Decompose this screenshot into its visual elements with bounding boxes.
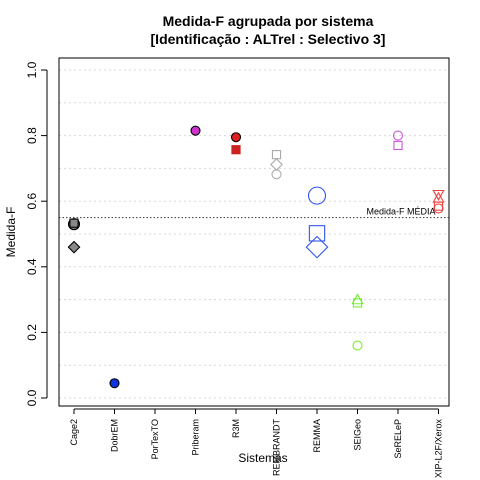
- chart-title: Medida-F agrupada por sistema: [163, 13, 374, 29]
- data-point-circle: [190, 125, 201, 136]
- data-point-circle: [352, 340, 363, 351]
- plot-frame: [58, 57, 450, 407]
- x-tick-label: REMBRANDT: [272, 419, 282, 477]
- data-point-square: [352, 298, 363, 308]
- x-tick-label: R3M: [231, 419, 241, 438]
- x-axis-label: Sistemas: [238, 451, 287, 465]
- x-tick-label: SeRELeP: [393, 419, 403, 459]
- data-point-circle: [307, 186, 327, 205]
- y-tick-label: 0.2: [25, 324, 39, 341]
- x-tick-label: PorTexTO: [150, 419, 160, 459]
- data-point-diamond: [305, 235, 329, 259]
- data-point-square: [231, 145, 241, 155]
- data-point-circle: [271, 169, 282, 180]
- y-axis-label: Medida-F: [4, 207, 18, 258]
- data-point-circle: [109, 378, 120, 389]
- data-point-circle: [433, 203, 444, 214]
- data-point-circle: [392, 130, 404, 141]
- y-tick-label: 0.6: [25, 193, 39, 210]
- x-tick-label: DobrEM: [110, 419, 120, 452]
- data-point-square: [271, 150, 282, 160]
- data-point-square: [308, 225, 326, 242]
- data-point-square: [69, 218, 79, 228]
- x-tick-label: Cage2: [69, 419, 79, 446]
- x-axis: Cage2 DobrEM PorTexTO Priberam R3M REMBRANDT R…: [69, 408, 444, 479]
- x-tick-label: SEIGeo: [353, 419, 363, 451]
- data-point-circle: [230, 132, 242, 143]
- data-point-square: [433, 201, 444, 211]
- x-tick-label: REMMA: [312, 419, 322, 453]
- data-points: [67, 125, 445, 389]
- data-point-diamond: [67, 240, 81, 254]
- reference-line: Medida-F MÉDIA: [59, 207, 449, 219]
- y-tick-label: 0.4: [25, 258, 39, 275]
- y-tick-label: 0.8: [25, 127, 39, 144]
- data-point-triangle-down: [432, 189, 445, 201]
- y-axis: 0.0 0.2 0.4 0.6 0.8 1.0: [25, 61, 48, 406]
- grid: [59, 69, 449, 399]
- reference-line-label: Medida-F MÉDIA: [366, 207, 435, 217]
- chart-subtitle: [Identificação : ALTrel : Selectivo 3]: [151, 31, 386, 47]
- y-tick-label: 0.0: [25, 389, 39, 406]
- y-tick-label: 1.0: [25, 61, 39, 78]
- x-tick-label: XIP-L2F/Xerox: [434, 419, 444, 479]
- data-point-square: [393, 140, 403, 151]
- x-tick-label: Priberam: [191, 419, 201, 456]
